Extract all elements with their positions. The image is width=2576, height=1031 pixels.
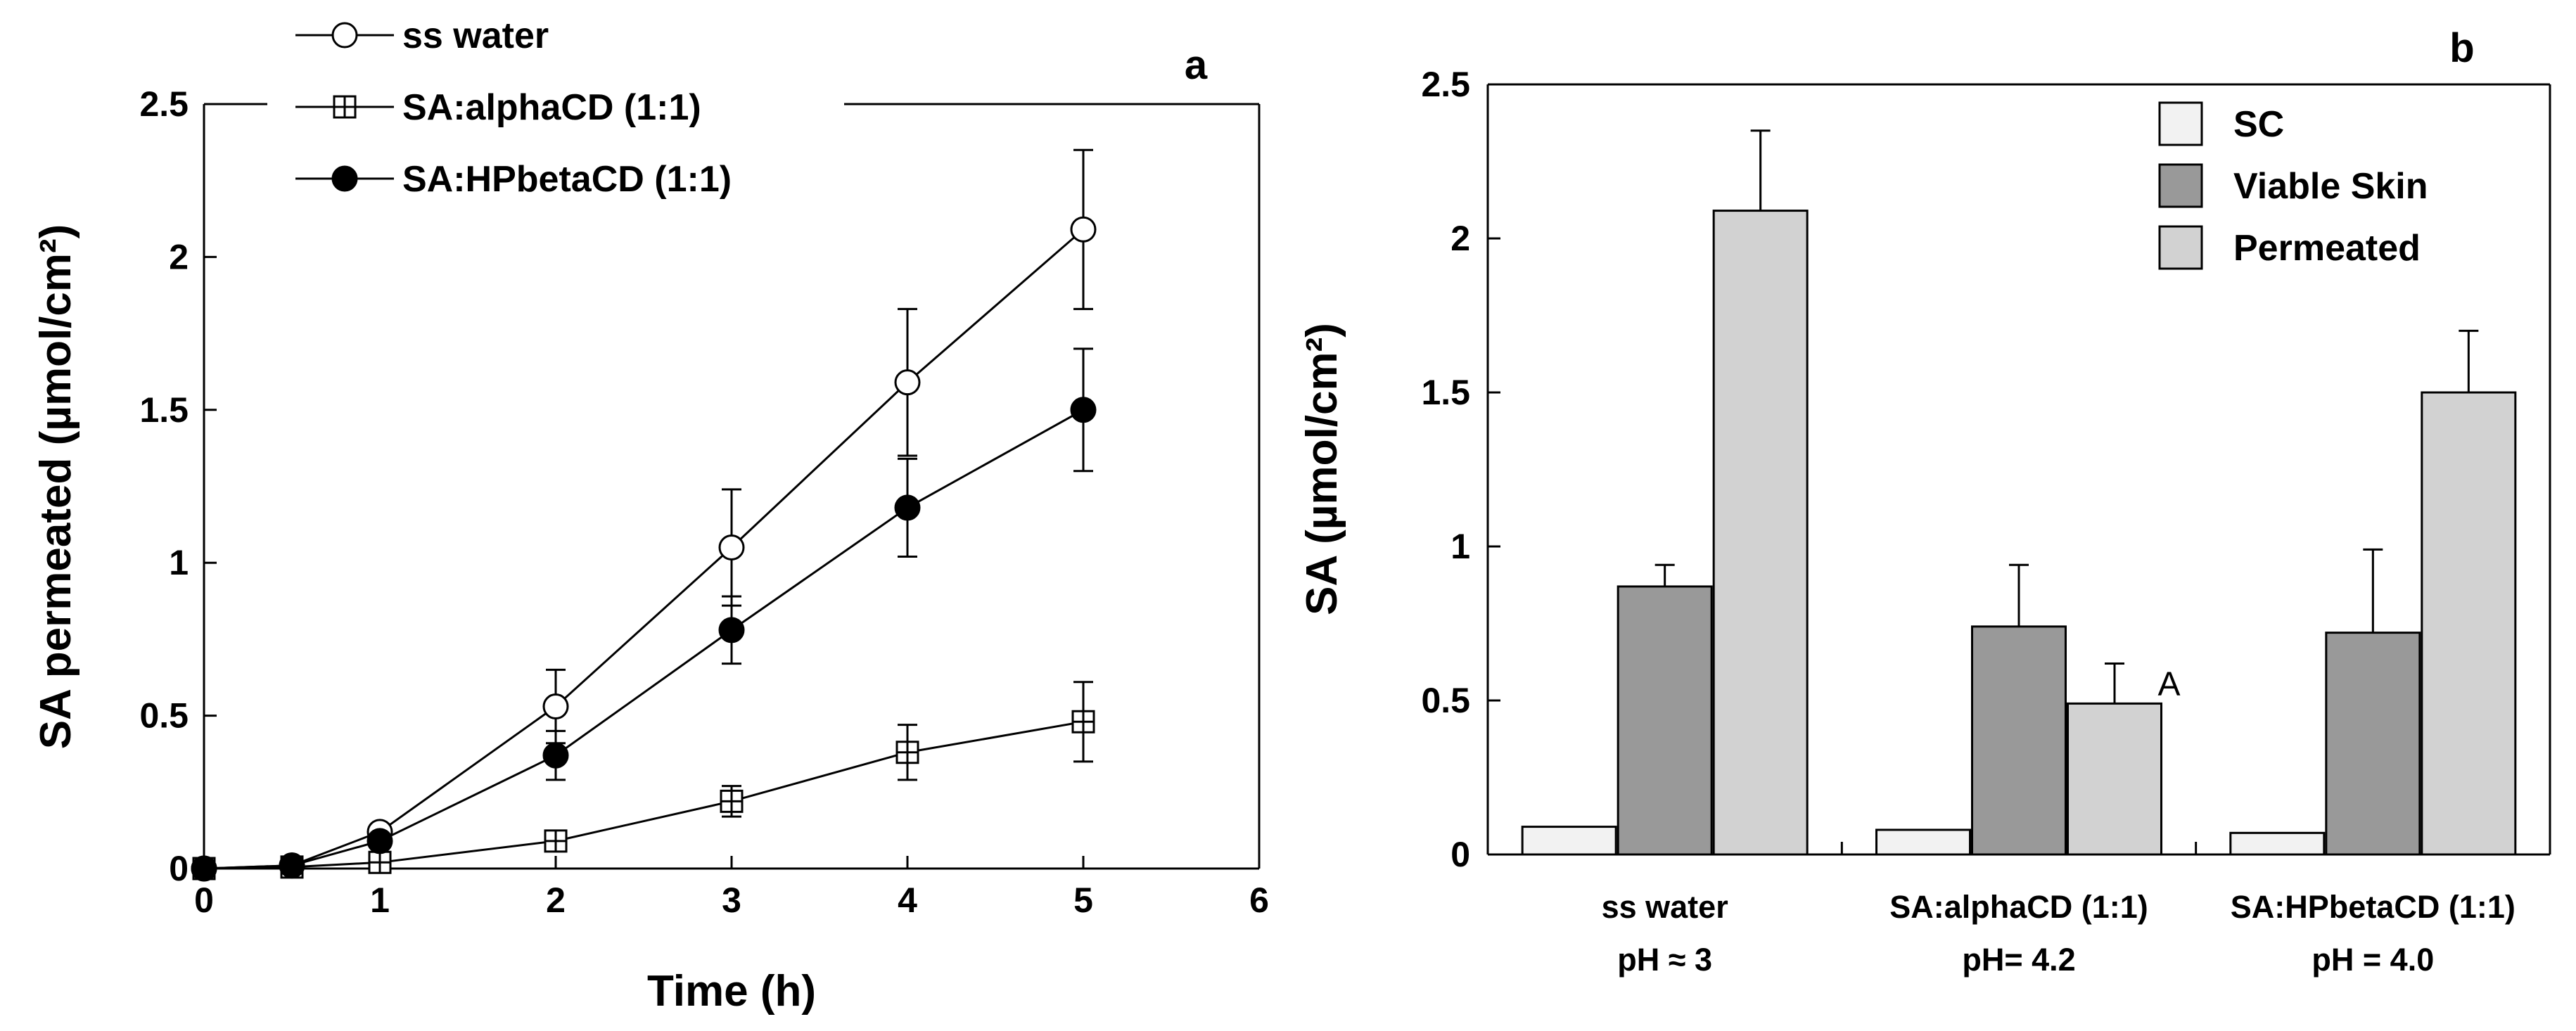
a-point-ss-water <box>718 534 745 561</box>
a-y-tick-label: 0.5 <box>139 696 189 736</box>
b-legend-label-viable-skin: Viable Skin <box>2233 166 2428 207</box>
a-x-axis-label: Time (h) <box>647 967 816 1016</box>
b-errorbar-viable-skin <box>1654 563 1675 587</box>
panel-b-bar-chart: 0 0.5 1 1.5 2 2.5 ss water pH ≈ 3 SA:alphaCD (1… <box>1298 25 2551 978</box>
a-point-sa-hpbetacd-1-1 <box>718 617 745 643</box>
b-bar-viable-skin <box>1617 585 1713 856</box>
a-y-tick-label: 1.5 <box>139 390 189 430</box>
panel-b-tag: b <box>2449 25 2474 71</box>
a-point-sa-hpbetacd-1-1 <box>191 855 217 882</box>
b-legend: SC Viable Skin Permeated <box>2158 101 2428 270</box>
b-category-sublabel: pH = 4.0 <box>2312 942 2434 978</box>
a-y-tick-label: 2.5 <box>139 84 189 124</box>
a-legend-marker-ss-water <box>331 22 358 49</box>
b-category-label: SA:HPbetaCD (1:1) <box>2231 889 2516 925</box>
a-x-tick-label: 2 <box>546 880 566 920</box>
b-bar-permeated <box>1712 210 1809 856</box>
b-category-sublabel: pH= 4.2 <box>1962 942 2075 978</box>
a-x-tick-label: 3 <box>722 880 741 920</box>
b-bar-sc <box>2229 831 2326 856</box>
b-legend-swatch-sc <box>2158 101 2203 146</box>
a-x-tick-label: 6 <box>1249 880 1269 920</box>
a-x-tick-label: 4 <box>898 880 917 920</box>
a-legend-label-sa-hpbetacd-1-1: SA:HPbetaCD (1:1) <box>402 159 732 200</box>
b-bar-permeated <box>2421 391 2517 856</box>
a-point-sa-hpbetacd-1-1 <box>366 828 393 854</box>
b-errorbar-permeated <box>1750 129 1771 211</box>
b-legend-label-permeated: Permeated <box>2233 228 2421 269</box>
b-legend-label-sc: SC <box>2233 104 2284 145</box>
a-legend: ss water SA:alphaCD (1:1) SA:HPbetaCD (1:1… <box>295 15 732 200</box>
b-bar-viable-skin <box>1971 625 2067 856</box>
a-point-ss-water <box>894 369 921 396</box>
b-y-tick-label: 1 <box>1450 527 1470 566</box>
a-point-sa-hpbetacd-1-1 <box>542 742 569 769</box>
b-y-tick-label: 0 <box>1450 835 1470 874</box>
b-legend-swatch-viable-skin <box>2158 163 2203 208</box>
panel-a-tag: a <box>1185 42 1208 88</box>
b-category-label: SA:alphaCD (1:1) <box>1889 889 2148 925</box>
b-category-label: ss water <box>1602 889 1728 925</box>
a-y-axis-label: SA permeated (µmol/cm²) <box>32 224 80 750</box>
b-bar-sc <box>1521 826 1617 856</box>
a-point-sa-alphacd-1-1 <box>720 789 744 813</box>
b-annotation: A <box>2158 665 2181 703</box>
a-line-sa-hpbetacd-1-1 <box>203 409 1084 870</box>
a-point-sa-hpbetacd-1-1 <box>894 494 921 521</box>
b-errorbar-permeated <box>2459 329 2479 392</box>
a-point-sa-alphacd-1-1 <box>544 829 568 853</box>
b-bar-sc <box>1875 828 1971 856</box>
b-y-tick-label: 2.5 <box>1421 65 1470 104</box>
a-legend-label-sa-alphacd-1-1: SA:alphaCD (1:1) <box>402 87 701 128</box>
a-legend-marker-sa-alphacd-1-1 <box>333 95 357 119</box>
b-bar-viable-skin <box>2325 632 2421 856</box>
a-point-ss-water <box>1070 216 1097 243</box>
a-point-sa-alphacd-1-1 <box>1071 710 1095 734</box>
a-point-sa-alphacd-1-1 <box>368 850 392 874</box>
a-point-sa-hpbetacd-1-1 <box>1070 397 1097 423</box>
a-line-sa-alphacd-1-1 <box>203 720 1084 870</box>
b-y-axis-label: SA (µmol/cm²) <box>1298 323 1346 615</box>
a-point-sa-hpbetacd-1-1 <box>279 852 305 879</box>
b-y-tick-label: 1.5 <box>1421 373 1470 412</box>
b-bar-permeated <box>2067 702 2162 856</box>
a-legend-label-ss-water: ss water <box>402 15 549 56</box>
b-y-tick-label: 0.5 <box>1421 681 1470 720</box>
a-line-ss-water <box>203 229 1084 870</box>
panel-a-line-chart: 0 1 2 3 4 5 6 0 0.5 1 1.5 2 2.5 a Time (h) SA permea… <box>32 15 1269 1016</box>
a-x-tick-label: 1 <box>370 880 390 920</box>
b-errorbar-viable-skin <box>2009 563 2029 627</box>
b-category-sublabel: pH ≈ 3 <box>1617 942 1712 978</box>
a-y-tick-label: 2 <box>169 237 189 276</box>
a-x-tick-label: 0 <box>194 880 214 920</box>
a-point-sa-alphacd-1-1 <box>895 741 919 764</box>
b-y-tick-label: 2 <box>1450 219 1470 258</box>
a-point-ss-water <box>542 693 569 720</box>
a-x-tick-label: 5 <box>1073 880 1093 920</box>
a-y-tick-label: 0 <box>169 849 189 888</box>
a-legend-marker-sa-hpbetacd-1-1 <box>331 165 358 192</box>
a-y-tick-label: 1 <box>169 543 189 582</box>
b-errorbar-viable-skin <box>2363 548 2383 633</box>
b-legend-swatch-permeated <box>2158 225 2203 270</box>
b-errorbar-permeated <box>2105 662 2124 704</box>
